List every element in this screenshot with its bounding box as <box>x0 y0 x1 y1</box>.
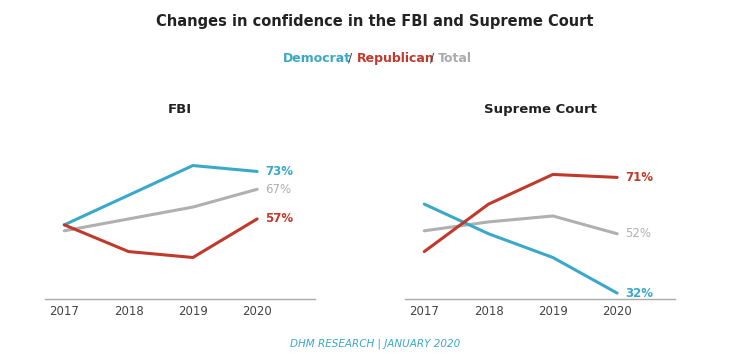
Text: Changes in confidence in the FBI and Supreme Court: Changes in confidence in the FBI and Sup… <box>156 14 594 29</box>
Text: 32%: 32% <box>625 287 652 300</box>
Text: 67%: 67% <box>265 183 291 196</box>
Text: 57%: 57% <box>265 213 293 225</box>
Text: 71%: 71% <box>625 171 652 184</box>
Text: /: / <box>344 52 357 65</box>
Text: Total: Total <box>438 52 472 65</box>
Title: FBI: FBI <box>168 103 192 116</box>
Text: 73%: 73% <box>265 165 292 178</box>
Title: Supreme Court: Supreme Court <box>484 103 596 116</box>
Text: /: / <box>426 52 438 65</box>
Text: Democrat: Democrat <box>283 52 350 65</box>
Text: Republican: Republican <box>357 52 434 65</box>
Text: 52%: 52% <box>625 227 651 240</box>
Text: DHM RESEARCH | JANUARY 2020: DHM RESEARCH | JANUARY 2020 <box>290 339 460 349</box>
